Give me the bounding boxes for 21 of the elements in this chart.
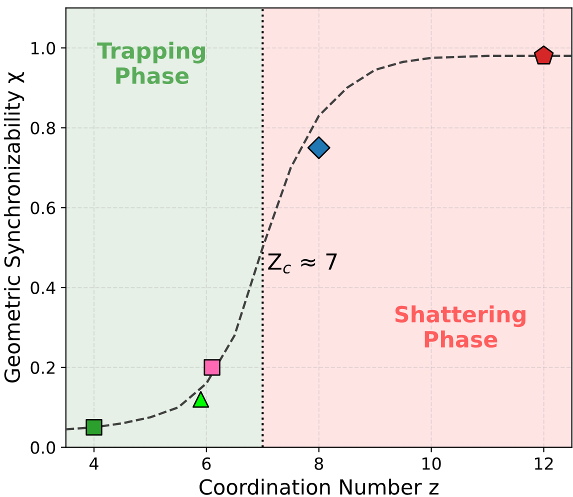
ref-line-label: Z$_{c}$ ≈ 7 <box>268 253 337 274</box>
x-tick-label: 8 <box>314 457 324 470</box>
point <box>307 136 330 160</box>
y-tick-label: 0.4 <box>30 282 56 294</box>
y-tick-label: 0.2 <box>30 361 55 374</box>
band-label: Trapping Phase <box>97 42 205 84</box>
point <box>204 359 220 376</box>
y-tick-label: 0.8 <box>30 122 56 134</box>
point <box>534 45 554 64</box>
y-tick-label: 0.0 <box>30 441 56 454</box>
x-tick-label: 4 <box>90 458 98 470</box>
band-label: Shattering Phase <box>395 305 526 348</box>
x-tick-label: 12 <box>534 457 553 470</box>
y-tick-label: 0.6 <box>30 202 56 214</box>
x-axis-title: Coordination Number z <box>200 478 438 495</box>
point <box>86 418 102 436</box>
y-axis-title: Geometric Synchronizability χ <box>4 72 24 383</box>
x-tick-label: 10 <box>422 457 441 470</box>
y-tick-label: 1.0 <box>32 42 56 54</box>
point <box>192 391 210 408</box>
x-tick-label: 6 <box>202 457 211 470</box>
